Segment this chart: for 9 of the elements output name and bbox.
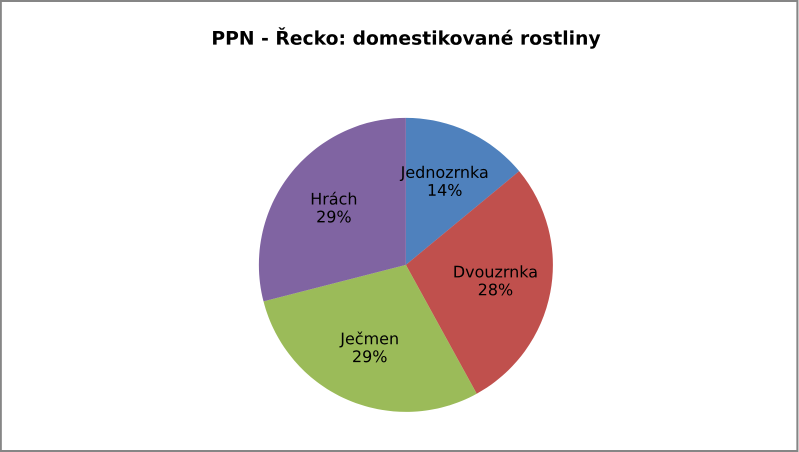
data-label: 14% — [428, 184, 462, 196]
data-label: 29% — [317, 210, 351, 223]
slice-label: Ječmen — [339, 331, 398, 348]
slice-label: Dvouzrnka — [454, 265, 537, 278]
data-label: 29% — [353, 350, 387, 362]
slice-label: Hrách — [312, 192, 356, 205]
slice-label: Jednozrnka — [400, 166, 488, 182]
data-label: 28% — [478, 283, 512, 296]
chart-title: PPN - Řecko: domestikované rostliny — [213, 27, 600, 49]
